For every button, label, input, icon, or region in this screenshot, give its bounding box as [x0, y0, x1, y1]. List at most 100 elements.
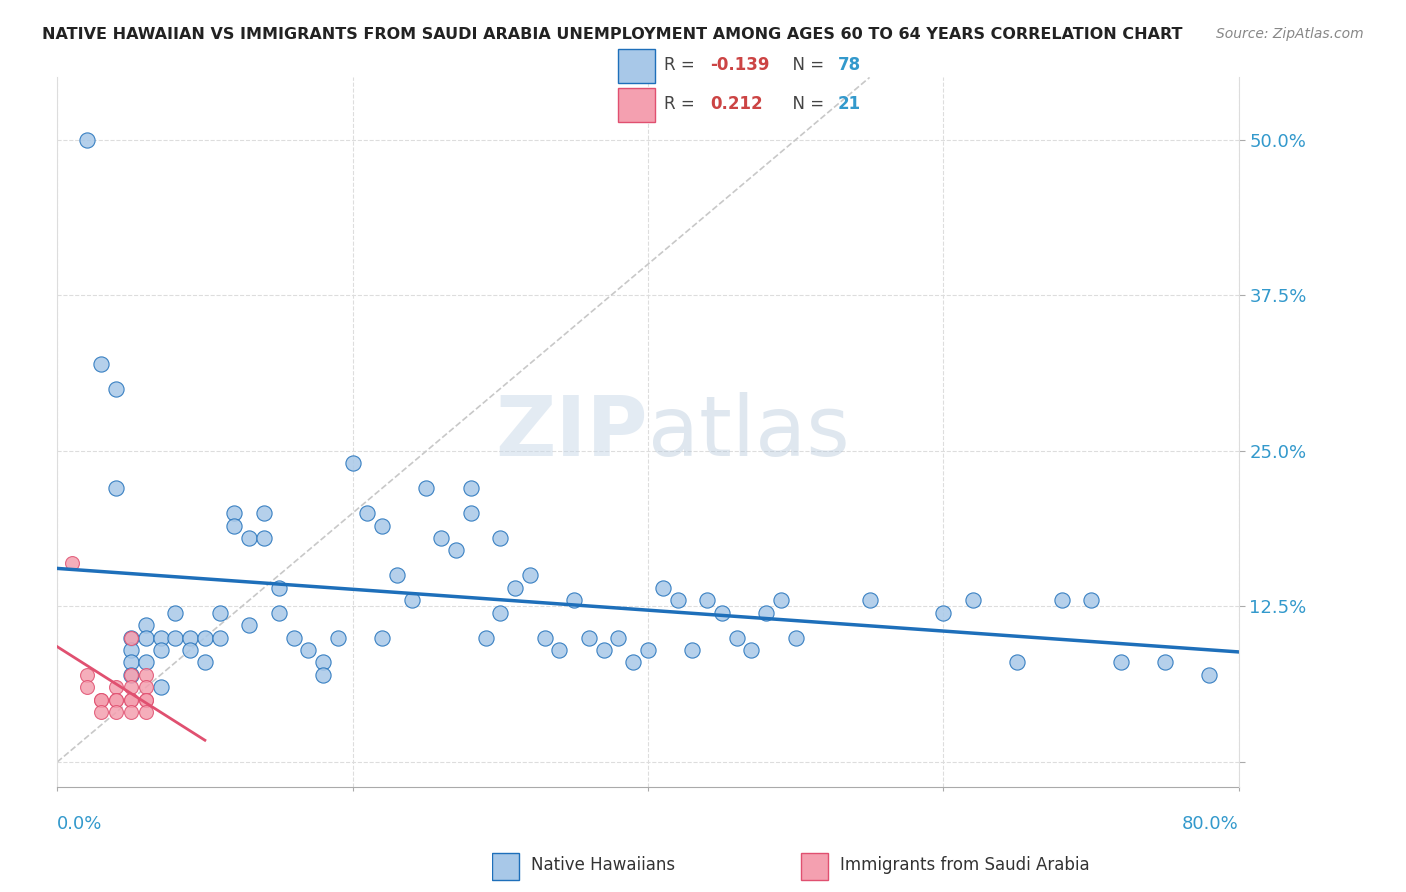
Point — [105, 481, 128, 495]
Point — [430, 531, 453, 545]
Point — [932, 606, 955, 620]
Point — [962, 593, 984, 607]
Text: 0.0%: 0.0% — [58, 815, 103, 833]
Point — [105, 705, 128, 719]
Text: NATIVE HAWAIIAN VS IMMIGRANTS FROM SAUDI ARABIA UNEMPLOYMENT AMONG AGES 60 TO 64: NATIVE HAWAIIAN VS IMMIGRANTS FROM SAUDI… — [42, 27, 1182, 42]
Text: Immigrants from Saudi Arabia: Immigrants from Saudi Arabia — [841, 856, 1090, 874]
Point — [283, 631, 305, 645]
Point — [474, 631, 496, 645]
Point — [135, 705, 157, 719]
Point — [224, 506, 246, 520]
Point — [666, 593, 689, 607]
Point — [105, 681, 128, 695]
Point — [165, 631, 187, 645]
Text: atlas: atlas — [648, 392, 849, 473]
Point — [297, 643, 319, 657]
Point — [489, 531, 512, 545]
Point — [460, 481, 482, 495]
Point — [489, 606, 512, 620]
Point — [208, 606, 231, 620]
Point — [135, 681, 157, 695]
Point — [326, 631, 349, 645]
Text: N =: N = — [782, 56, 830, 74]
Point — [135, 656, 157, 670]
Point — [76, 668, 98, 682]
Point — [179, 631, 201, 645]
Point — [90, 357, 112, 371]
Text: 78: 78 — [838, 56, 860, 74]
Point — [253, 506, 276, 520]
Point — [858, 593, 880, 607]
Bar — [801, 853, 828, 880]
Point — [519, 568, 541, 582]
Point — [681, 643, 703, 657]
Point — [194, 656, 217, 670]
Point — [725, 631, 748, 645]
Point — [1080, 593, 1102, 607]
Text: 80.0%: 80.0% — [1182, 815, 1239, 833]
Point — [105, 693, 128, 707]
Point — [1198, 668, 1220, 682]
Point — [149, 681, 172, 695]
Point — [135, 618, 157, 632]
Point — [90, 705, 112, 719]
Point — [1154, 656, 1177, 670]
Point — [460, 506, 482, 520]
Point — [444, 543, 467, 558]
Point — [90, 693, 112, 707]
Bar — [617, 49, 655, 83]
Text: 0.212: 0.212 — [710, 95, 763, 113]
Point — [135, 631, 157, 645]
Point — [224, 518, 246, 533]
Point — [637, 643, 659, 657]
Point — [149, 631, 172, 645]
Text: -0.139: -0.139 — [710, 56, 770, 74]
Point — [120, 693, 142, 707]
Bar — [617, 88, 655, 122]
Point — [1109, 656, 1132, 670]
Point — [76, 133, 98, 147]
Point — [194, 631, 217, 645]
Point — [401, 593, 423, 607]
Point — [120, 681, 142, 695]
Point — [267, 581, 290, 595]
Point — [607, 631, 630, 645]
Point — [371, 631, 394, 645]
Point — [179, 643, 201, 657]
Point — [120, 631, 142, 645]
Point — [592, 643, 614, 657]
Bar — [492, 853, 519, 880]
Point — [710, 606, 733, 620]
Point — [342, 456, 364, 470]
Point — [562, 593, 585, 607]
Point — [149, 643, 172, 657]
Text: R =: R = — [664, 95, 700, 113]
Point — [371, 518, 394, 533]
Point — [312, 668, 335, 682]
Point — [76, 681, 98, 695]
Point — [385, 568, 408, 582]
Point — [120, 693, 142, 707]
Point — [120, 705, 142, 719]
Point — [621, 656, 644, 670]
Text: N =: N = — [782, 95, 830, 113]
Point — [90, 693, 112, 707]
Text: ZIP: ZIP — [495, 392, 648, 473]
Point — [651, 581, 673, 595]
Point — [755, 606, 778, 620]
Point — [135, 693, 157, 707]
Point — [1007, 656, 1029, 670]
Point — [769, 593, 792, 607]
Point — [120, 668, 142, 682]
Point — [60, 556, 83, 570]
Text: Source: ZipAtlas.com: Source: ZipAtlas.com — [1216, 27, 1364, 41]
Point — [356, 506, 378, 520]
Point — [267, 606, 290, 620]
Point — [238, 531, 260, 545]
Point — [696, 593, 718, 607]
Point — [253, 531, 276, 545]
Point — [238, 618, 260, 632]
Point — [1050, 593, 1073, 607]
Point — [105, 693, 128, 707]
Point — [120, 656, 142, 670]
